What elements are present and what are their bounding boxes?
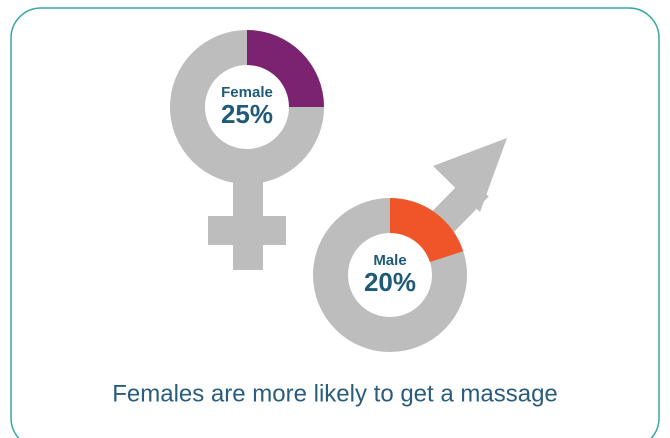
- donut-value: 20%: [364, 267, 416, 297]
- donut-segment: [390, 198, 464, 263]
- donut-category: Male: [373, 252, 406, 269]
- female-crossbar: [208, 216, 286, 245]
- caption: Females are more likely to get a massage: [112, 380, 558, 407]
- donut-value: 25%: [221, 99, 273, 129]
- donut-segment: [247, 30, 324, 107]
- donut-category: Female: [221, 84, 273, 101]
- male-arrow-head: [433, 138, 507, 212]
